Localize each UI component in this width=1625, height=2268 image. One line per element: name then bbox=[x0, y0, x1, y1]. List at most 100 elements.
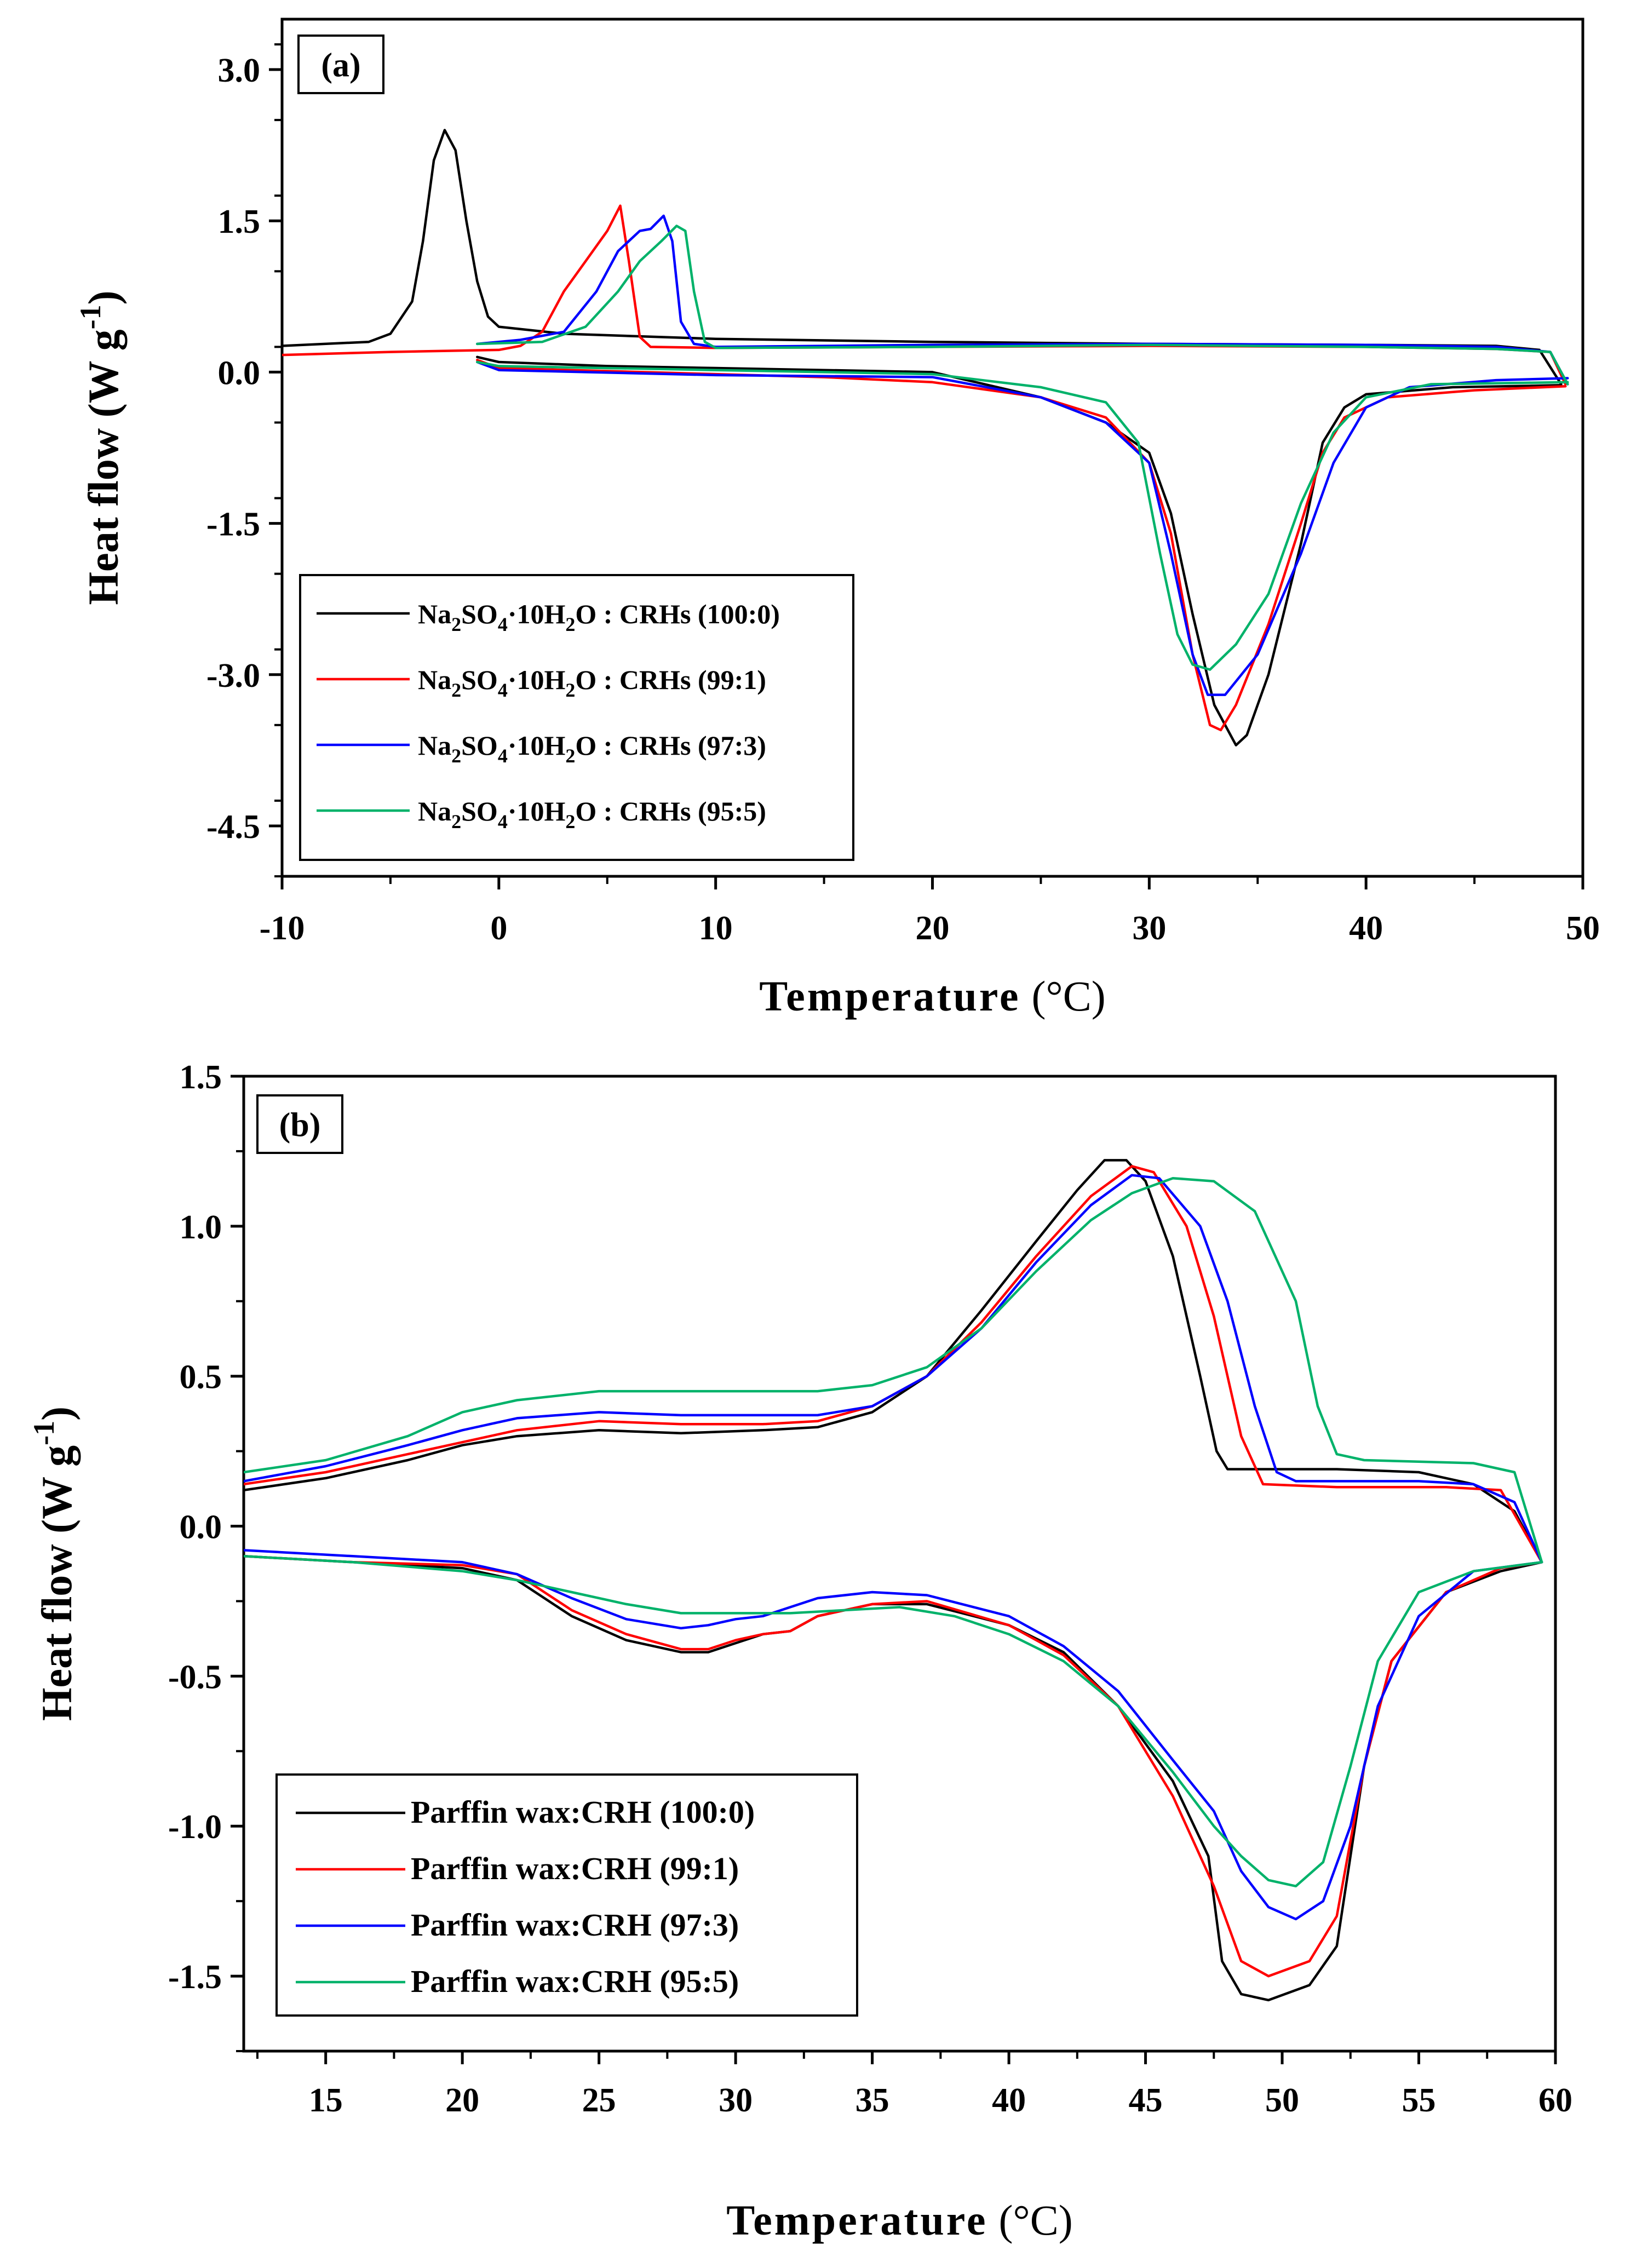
panel-label: (b) bbox=[279, 1107, 321, 1144]
x-tick-label: 50 bbox=[1566, 910, 1600, 947]
series-3-heating-line bbox=[244, 1549, 1543, 1921]
y-tick-label: -1.0 bbox=[168, 1808, 222, 1846]
y-axis-title-text: Heat flow (W g bbox=[33, 1445, 81, 1721]
x-tick-label: 45 bbox=[1129, 2082, 1163, 2119]
panel-label-box bbox=[297, 35, 384, 94]
legend-label-subscript: 2 bbox=[565, 745, 575, 767]
series-1-heating-line bbox=[476, 355, 1563, 747]
y-axis-title-close: ) bbox=[79, 290, 127, 305]
x-axis-title-unit: (°C) bbox=[1032, 972, 1106, 1020]
y-tick-label: 0.0 bbox=[218, 354, 261, 392]
y-tick-label: -1.5 bbox=[206, 506, 260, 543]
x-axis-title-unit: (°C) bbox=[999, 2196, 1073, 2244]
x-tick-label: 40 bbox=[992, 2082, 1026, 2119]
y-tick-label: 1.0 bbox=[180, 1209, 222, 1246]
plot-frame bbox=[242, 1075, 1557, 2053]
series-lines bbox=[282, 129, 1569, 747]
legend-label-part: SO bbox=[461, 599, 498, 629]
legend-label-subscript: 4 bbox=[498, 679, 508, 701]
legend-label-part: Na bbox=[418, 599, 451, 629]
legend-label-part: SO bbox=[461, 796, 498, 826]
x-tick-label: 35 bbox=[855, 2082, 889, 2119]
legend-label: Parffin wax:CRH (99:1) bbox=[411, 1851, 739, 1886]
legend-box bbox=[299, 574, 854, 861]
legend-label-part: ·10H bbox=[508, 664, 566, 695]
legend-label-part: O : CRHs (97:3) bbox=[575, 730, 766, 761]
x-tick-label: -10 bbox=[260, 910, 305, 947]
series-4-heating-line bbox=[244, 1555, 1543, 1888]
y-tick-label: 0.0 bbox=[180, 1509, 222, 1546]
legend-label-subscript: 2 bbox=[451, 679, 461, 701]
series-4-heating-line bbox=[476, 360, 1569, 671]
legend: Na2SO4·10H2O : CRHs (100:0)Na2SO4·10H2O … bbox=[299, 574, 854, 861]
y-tick-label: -1.5 bbox=[168, 1959, 222, 1996]
y-tick-label: 1.5 bbox=[218, 203, 261, 240]
legend-label-subscript: 4 bbox=[498, 613, 508, 635]
legend-label-part: ·10H bbox=[508, 730, 566, 761]
y-tick-label: 1.5 bbox=[180, 1059, 222, 1096]
panel-b: 15 20 25 30 35 40 45 50 55 60 1.5 1.0 0.5 0.0 -0.5 -1.0… bbox=[27, 1059, 1572, 2244]
legend-label-subscript: 2 bbox=[565, 811, 575, 832]
legend-label-part: Na bbox=[418, 730, 451, 761]
legend-label-subscript: 2 bbox=[451, 745, 461, 767]
x-tick-label: 0 bbox=[490, 910, 507, 947]
legend-label-part: Na bbox=[418, 796, 451, 826]
x-axis-title: Temperature (°C) bbox=[759, 972, 1105, 1020]
legend-label-subscript: 4 bbox=[498, 745, 508, 767]
legend-label-part: ·10H bbox=[508, 796, 566, 826]
y-axis-title: Heat flow (W g-1) bbox=[74, 290, 127, 605]
x-tick-label: 50 bbox=[1265, 2082, 1299, 2119]
y-tick-label: 0.5 bbox=[180, 1359, 222, 1396]
series-3-heating-line bbox=[476, 360, 1569, 696]
x-tick-label: 60 bbox=[1538, 2082, 1572, 2119]
legend-label-part: Na bbox=[418, 664, 451, 695]
series-4-cooling-line bbox=[244, 1176, 1543, 1564]
x-axis-title-text: Temperature bbox=[759, 972, 1020, 1020]
x-tick-label: 40 bbox=[1349, 910, 1383, 947]
y-tick-label: -4.5 bbox=[206, 808, 260, 846]
y-axis-title: Heat flow (W g-1) bbox=[27, 1406, 81, 1721]
x-tick-label: 10 bbox=[699, 910, 733, 947]
y-axis-title-close: ) bbox=[33, 1406, 81, 1421]
legend-box bbox=[275, 1773, 858, 2017]
legend-label-part: SO bbox=[461, 730, 498, 761]
x-axis-title-text: Temperature bbox=[726, 2196, 987, 2244]
legend-label: Na2SO4·10H2O : CRHs (100:0) bbox=[418, 599, 780, 635]
y-tick-label: 3.0 bbox=[218, 52, 261, 89]
series-2-cooling-line bbox=[244, 1165, 1543, 1564]
y-axis-title-sup: -1 bbox=[27, 1421, 60, 1445]
x-axis-title: Temperature (°C) bbox=[726, 2196, 1072, 2244]
legend-label: Parffin wax:CRH (95:5) bbox=[411, 1963, 739, 1999]
legend: Parffin wax:CRH (100:0) Parffin wax:CRH (… bbox=[275, 1773, 858, 2017]
legend-label-part: O : CRHs (99:1) bbox=[575, 664, 766, 695]
y-axis-title-text: Heat flow (W g bbox=[79, 329, 127, 605]
x-tick-label: 20 bbox=[916, 910, 950, 947]
series-2-heating-line bbox=[244, 1555, 1543, 1978]
x-tick-label: 55 bbox=[1402, 2082, 1436, 2119]
series-1-cooling-line bbox=[244, 1159, 1543, 1564]
series-3-cooling-line bbox=[476, 214, 1569, 386]
y-tick-label: -0.5 bbox=[168, 1658, 222, 1696]
legend-label: Na2SO4·10H2O : CRHs (95:5) bbox=[418, 796, 766, 832]
legend-label-subscript: 2 bbox=[451, 811, 461, 832]
y-tick-label: -3.0 bbox=[206, 657, 260, 694]
legend-label-part: O : CRHs (95:5) bbox=[575, 796, 766, 826]
legend-label: Na2SO4·10H2O : CRHs (99:1) bbox=[418, 664, 766, 701]
x-tick-label: 20 bbox=[445, 2082, 479, 2119]
panel-label-box bbox=[256, 1094, 343, 1154]
x-tick-label: 15 bbox=[309, 2082, 343, 2119]
legend-label-subscript: 2 bbox=[565, 679, 575, 701]
y-axis-title-sup: -1 bbox=[74, 305, 107, 329]
panel-a: -10 0 10 20 30 40 50 3.0 1.5 0.0 -1.5 -3.0 -4.5 Tempe… bbox=[74, 18, 1600, 1020]
legend-label-part: SO bbox=[461, 664, 498, 695]
series-lines bbox=[244, 1159, 1543, 2002]
legend-label-subscript: 2 bbox=[451, 613, 461, 635]
legend-label-part: ·10H bbox=[508, 599, 566, 629]
series-3-cooling-line bbox=[244, 1174, 1543, 1564]
legend-label: Parffin wax:CRH (97:3) bbox=[411, 1907, 739, 1943]
legend-label: Na2SO4·10H2O : CRHs (97:3) bbox=[418, 730, 766, 767]
legend-label-part: O : CRHs (100:0) bbox=[575, 599, 780, 629]
legend-label-subscript: 4 bbox=[498, 811, 508, 832]
x-tick-label: 25 bbox=[582, 2082, 616, 2119]
